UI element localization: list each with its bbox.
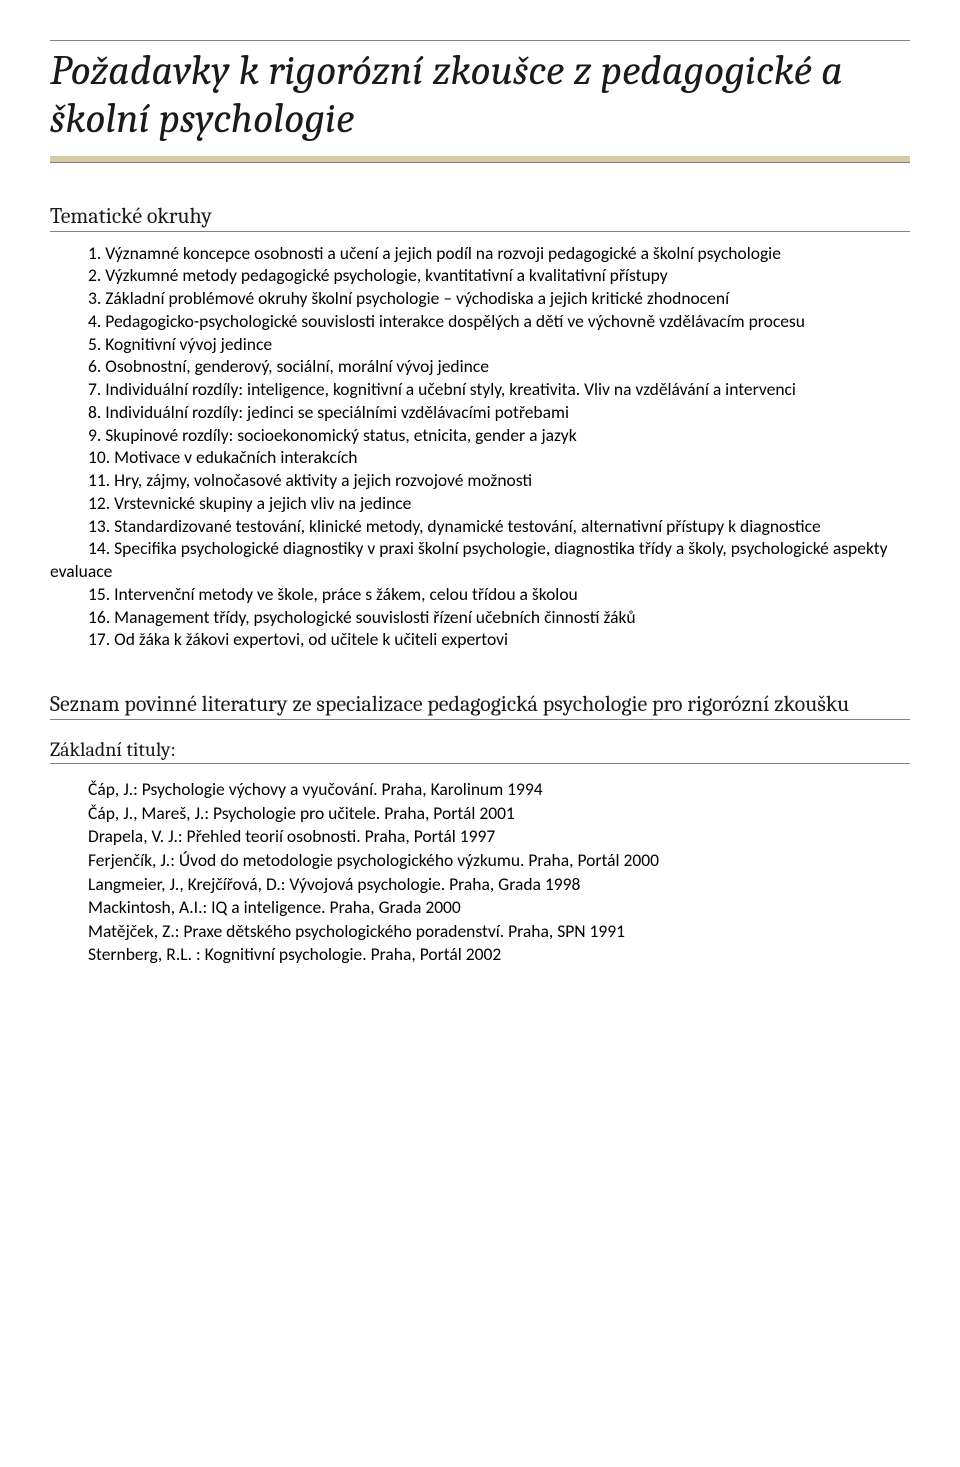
reference-item: Mackintosh, A.I.: IQ a inteligence. Prah…	[88, 896, 910, 920]
topic-item: 9. Skupinové rozdíly: socioekonomický st…	[50, 424, 910, 447]
topic-item: 10. Motivace v edukačních interakcích	[50, 446, 910, 469]
topic-item: 4. Pedagogicko-psychologické souvislosti…	[50, 310, 910, 333]
topic-item-text: Kognitivní vývoj jedince	[105, 333, 272, 355]
topic-item-number: 10.	[88, 446, 114, 468]
topic-item-text: Vrstevnické skupiny a jejich vliv na jed…	[114, 492, 411, 514]
topic-item-text: Intervenční metody ve škole, práce s žák…	[114, 583, 578, 605]
topic-item: 11. Hry, zájmy, volnočasové aktivity a j…	[50, 469, 910, 492]
subheading-basic-titles: Základní tituly:	[50, 738, 910, 764]
topic-item-number: 15.	[88, 583, 114, 605]
topic-item-text: Základní problémové okruhy školní psycho…	[105, 287, 729, 309]
reference-list: Čáp, J.: Psychologie výchovy a vyučování…	[88, 778, 910, 967]
topic-item-number: 14.	[88, 537, 114, 559]
reference-item: Drapela, V. J.: Přehled teorií osobnosti…	[88, 825, 910, 849]
topic-item-text: Individuální rozdíly: inteligence, kogni…	[105, 378, 796, 400]
topic-item: 3. Základní problémové okruhy školní psy…	[50, 287, 910, 310]
topic-item-text: Osobnostní, genderový, sociální, morální…	[105, 355, 489, 377]
reference-item: Sternberg, R.L. : Kognitivní psychologie…	[88, 943, 910, 967]
topic-item-text: Individuální rozdíly: jedinci se speciál…	[105, 401, 569, 423]
topic-item-number: 9.	[88, 424, 105, 446]
topic-item: 16. Management třídy, psychologické souv…	[50, 606, 910, 629]
reference-item: Langmeier, J., Krejčířová, D.: Vývojová …	[88, 873, 910, 897]
topic-item-text: Skupinové rozdíly: socioekonomický statu…	[105, 424, 576, 446]
topic-item-number: 1.	[88, 242, 105, 264]
topic-item: 5. Kognitivní vývoj jedince	[50, 333, 910, 356]
reference-item: Matějček, Z.: Praxe dětského psychologic…	[88, 920, 910, 944]
topic-item-number: 2.	[88, 264, 105, 286]
topic-item-number: 12.	[88, 492, 114, 514]
topic-item-number: 13.	[88, 515, 114, 537]
reference-item: Ferjenčík, J.: Úvod do metodologie psych…	[88, 849, 910, 873]
topic-item: 7. Individuální rozdíly: inteligence, ko…	[50, 378, 910, 401]
section-heading-literature: Seznam povinné literatury ze specializac…	[50, 691, 910, 720]
topic-item-number: 5.	[88, 333, 105, 355]
topic-item: 6. Osobnostní, genderový, sociální, morá…	[50, 355, 910, 378]
topic-item: 12. Vrstevnické skupiny a jejich vliv na…	[50, 492, 910, 515]
topic-item: 17. Od žáka k žákovi expertovi, od učite…	[50, 628, 910, 651]
topic-item-text: Motivace v edukačních interakcích	[114, 446, 357, 468]
topic-item-text: Významné koncepce osobnosti a učení a je…	[105, 242, 781, 264]
topic-item: 14. Specifika psychologické diagnostiky …	[50, 537, 910, 583]
topic-item-text: Od žáka k žákovi expertovi, od učitele k…	[114, 628, 508, 650]
topic-item: 8. Individuální rozdíly: jedinci se spec…	[50, 401, 910, 424]
topic-item-number: 17.	[88, 628, 114, 650]
topic-item-number: 8.	[88, 401, 105, 423]
topic-item: 1. Významné koncepce osobnosti a učení a…	[50, 242, 910, 265]
topic-item-text: Specifika psychologické diagnostiky v pr…	[50, 537, 888, 582]
topic-item-number: 11.	[88, 469, 114, 491]
reference-item: Čáp, J., Mareš, J.: Psychologie pro učit…	[88, 802, 910, 826]
page-title: Požadavky k rigorózní zkoušce z pedagogi…	[50, 40, 910, 144]
section-heading-topics: Tematické okruhy	[50, 203, 910, 232]
topic-item: 13. Standardizované testování, klinické …	[50, 515, 910, 538]
topic-item-text: Standardizované testování, klinické meto…	[114, 515, 821, 537]
topic-list: 1. Významné koncepce osobnosti a učení a…	[50, 242, 910, 652]
topic-item: 15. Intervenční metody ve škole, práce s…	[50, 583, 910, 606]
topic-item-number: 7.	[88, 378, 105, 400]
topic-item-number: 4.	[88, 310, 105, 332]
topic-item-number: 6.	[88, 355, 105, 377]
topic-item-text: Hry, zájmy, volnočasové aktivity a jejic…	[114, 469, 532, 491]
topic-item-number: 16.	[88, 606, 114, 628]
topic-item-text: Management třídy, psychologické souvislo…	[114, 606, 635, 628]
title-accent-rule	[50, 156, 910, 163]
topic-item: 2. Výzkumné metody pedagogické psycholog…	[50, 264, 910, 287]
topic-item-number: 3.	[88, 287, 105, 309]
topic-item-text: Výzkumné metody pedagogické psychologie,…	[105, 264, 667, 286]
topic-item-text: Pedagogicko-psychologické souvislosti in…	[105, 310, 805, 332]
reference-item: Čáp, J.: Psychologie výchovy a vyučování…	[88, 778, 910, 802]
